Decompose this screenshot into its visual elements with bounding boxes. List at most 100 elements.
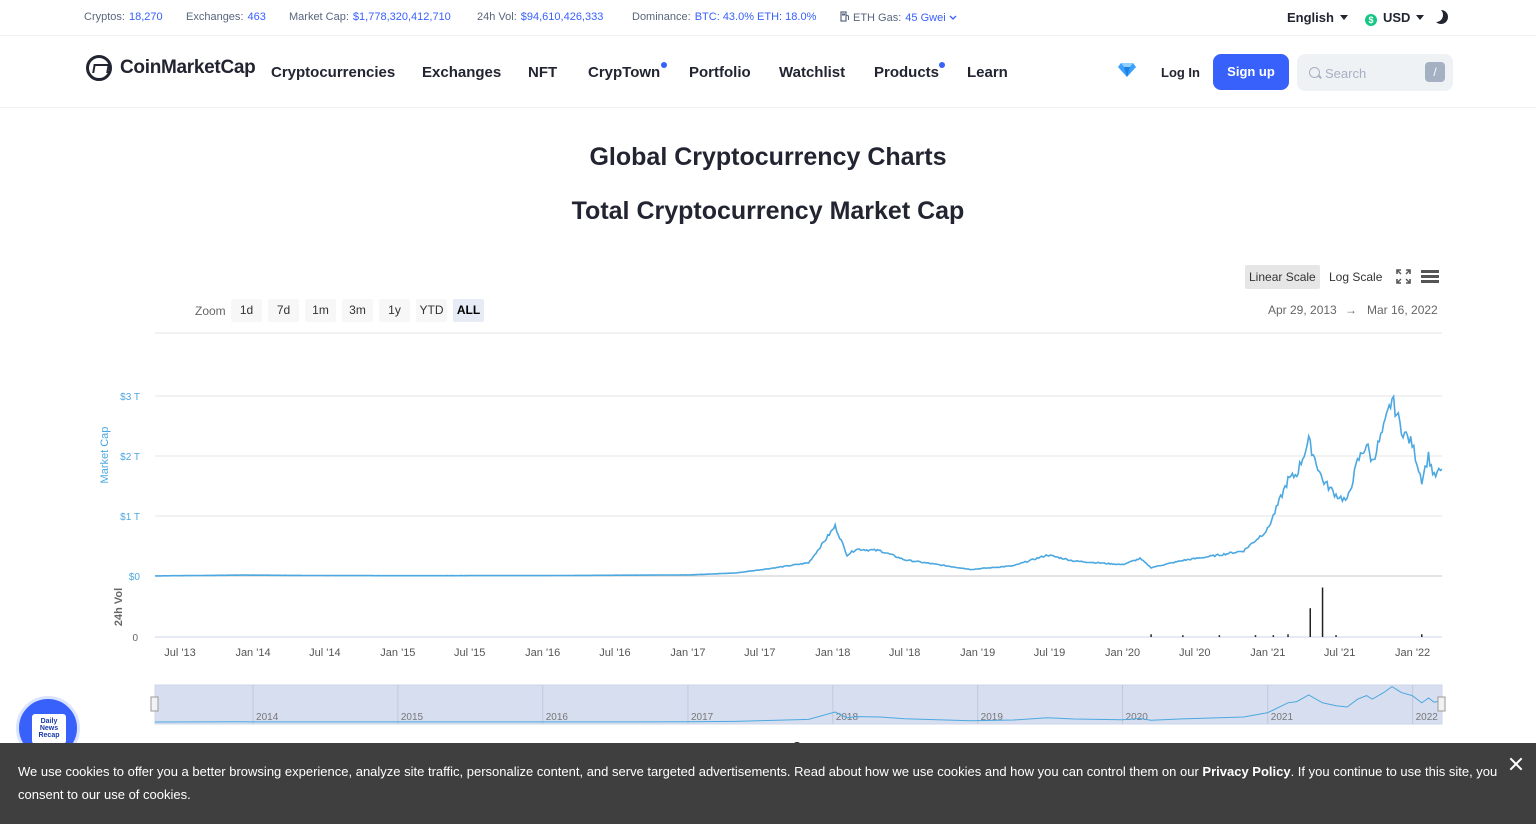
nav-learn[interactable]: Learn [967, 64, 1008, 81]
dominance-stat[interactable]: Dominance: BTC: 43.0% ETH: 18.0% [632, 11, 816, 23]
cookie-text-1: We use cookies to offer you a better bro… [18, 764, 1203, 779]
diamond-icon[interactable] [1118, 63, 1136, 77]
x-tick-label: Jul '18 [889, 647, 920, 659]
zoom-label: Zoom [195, 304, 226, 318]
main-navbar: CoinMarketCap Cryptocurrencies Exchanges… [0, 37, 1536, 108]
exchanges-stat[interactable]: Exchanges: 463 [186, 11, 266, 23]
new-indicator-dot [939, 62, 945, 68]
chart-menu-icon[interactable] [1421, 270, 1439, 283]
logo-text: CoinMarketCap [120, 57, 256, 78]
cookie-text-2: . If you continue to use this site, you … [18, 764, 1498, 802]
marketcap-stat[interactable]: Market Cap: $1,778,320,412,710 [289, 11, 451, 23]
range-arrow: → [1345, 303, 1357, 317]
log-scale-button[interactable]: Log Scale [1329, 270, 1383, 284]
zoom-1y-button[interactable]: 1y [379, 299, 410, 322]
nav-nft[interactable]: NFT [528, 64, 558, 81]
cryptos-stat[interactable]: Cryptos: 18,270 [84, 11, 163, 23]
nav-watchlist[interactable]: Watchlist [779, 64, 846, 81]
nav-cryptown[interactable]: CrypTown [588, 64, 661, 81]
zoom-1m-button[interactable]: 1m [305, 299, 336, 322]
volume-bar [1150, 634, 1152, 637]
x-tick-label: Jul '14 [309, 647, 340, 659]
volume-bar [1272, 635, 1275, 637]
volume-label: 24h Vol: [477, 11, 517, 23]
exchanges-label: Exchanges: [186, 11, 244, 23]
coinmarketcap-logo[interactable]: CoinMarketCap [86, 54, 256, 82]
dominance-value[interactable]: BTC: 43.0% ETH: 18.0% [694, 11, 817, 23]
caret-down-icon [1339, 15, 1348, 20]
volume-bar [1309, 608, 1311, 637]
volume-bar [1182, 635, 1184, 637]
x-tick-label: Jul '16 [599, 647, 630, 659]
navigator-handle [1437, 696, 1446, 712]
marketcap-label: Market Cap: [289, 11, 349, 23]
film-icon: Daily News Recap [32, 714, 66, 744]
search-input[interactable] [1325, 64, 1415, 82]
volume-stat[interactable]: 24h Vol: $94,610,426,333 [477, 11, 603, 23]
zoom-7d-button[interactable]: 7d [268, 299, 299, 322]
y-tick-label: $1 T [120, 512, 140, 523]
range-to-input[interactable]: Mar 16, 2022 [1367, 303, 1438, 317]
cryptos-value[interactable]: 18,270 [128, 11, 163, 23]
language-selector[interactable]: English [1287, 10, 1348, 25]
x-tick-label: Jan '16 [525, 647, 560, 659]
volume-bar [1287, 634, 1289, 637]
x-tick-label: Jan '19 [960, 647, 995, 659]
navigator-series-line [154, 685, 1443, 723]
exchanges-value[interactable]: 463 [247, 11, 266, 23]
zoom-ytd-button[interactable]: YTD [416, 299, 447, 322]
navigator-tick-label: 2021 [1271, 712, 1294, 723]
zoom-1d-button[interactable]: 1d [231, 299, 262, 322]
nav-portfolio[interactable]: Portfolio [689, 64, 751, 81]
volume-value[interactable]: $94,610,426,333 [520, 11, 604, 23]
marketcap-value[interactable]: $1,778,320,412,710 [352, 11, 451, 23]
logo-icon [86, 55, 112, 81]
x-tick-label: Jan '14 [235, 647, 270, 659]
x-tick-label: Jan '22 [1395, 647, 1430, 659]
global-stats-bar: Cryptos: 18,270 Exchanges: 463 Market Cap:… [0, 0, 1536, 36]
zoom-3m-button[interactable]: 3m [342, 299, 373, 322]
navigator-tick-label: 2022 [1416, 712, 1439, 723]
volume-bar [1254, 635, 1257, 637]
market-cap-line [155, 393, 1443, 577]
zoom-all-button[interactable]: ALL [453, 299, 484, 322]
x-tick-label: Jan '21 [1250, 647, 1285, 659]
navigator-tick-label: 2019 [981, 712, 1004, 723]
market-cap-chart[interactable]: $0 $1 T $2 T $3 T Market Cap 24h Vol 0 Jul '13 J… [0, 330, 1536, 760]
login-button[interactable]: Log In [1161, 65, 1200, 80]
y-tick-label: $0 [129, 572, 141, 583]
gas-pump-icon [840, 11, 849, 22]
navigator-handle [150, 696, 159, 712]
navigator-tick-label: 2014 [256, 712, 279, 723]
close-icon[interactable] [1508, 756, 1524, 772]
search-shortcut-key: / [1425, 62, 1445, 82]
x-tick-label: Jan '15 [380, 647, 415, 659]
linear-scale-button[interactable]: Linear Scale [1245, 265, 1320, 289]
navigator-tick-label: 2015 [401, 712, 424, 723]
new-indicator-dot [661, 62, 667, 68]
y-tick-label: $3 T [120, 392, 140, 403]
volume-bar [1335, 635, 1337, 637]
volume-axis-title: 24h Vol [113, 588, 125, 626]
navigator-tick-label: 2017 [691, 712, 714, 723]
eth-gas-stat[interactable]: ETH Gas: 45 Gwei [840, 11, 957, 24]
volume-tick-label: 0 [132, 633, 138, 644]
volume-bar [1218, 635, 1221, 637]
nav-cryptocurrencies[interactable]: Cryptocurrencies [271, 64, 396, 81]
dark-mode-moon-icon[interactable] [1434, 10, 1448, 24]
signup-button[interactable]: Sign up [1213, 54, 1289, 90]
navigator-window [154, 684, 1443, 725]
navigator-tick-label: 2016 [546, 712, 569, 723]
currency-selector[interactable]: $ USD [1365, 10, 1425, 26]
nav-products[interactable]: Products [874, 64, 940, 81]
nav-exchanges[interactable]: Exchanges [422, 64, 502, 81]
volume-bar [1421, 634, 1423, 637]
y-tick-label: $2 T [120, 452, 140, 463]
range-from-input[interactable]: Apr 29, 2013 [1268, 303, 1337, 317]
fullscreen-icon[interactable] [1396, 269, 1411, 284]
x-tick-label: Jan '17 [670, 647, 705, 659]
eth-gas-value[interactable]: 45 Gwei [905, 12, 946, 24]
x-tick-label: Jan '20 [1105, 647, 1140, 659]
chevron-down-icon[interactable] [949, 15, 957, 21]
privacy-policy-link[interactable]: Privacy Policy [1202, 764, 1291, 779]
